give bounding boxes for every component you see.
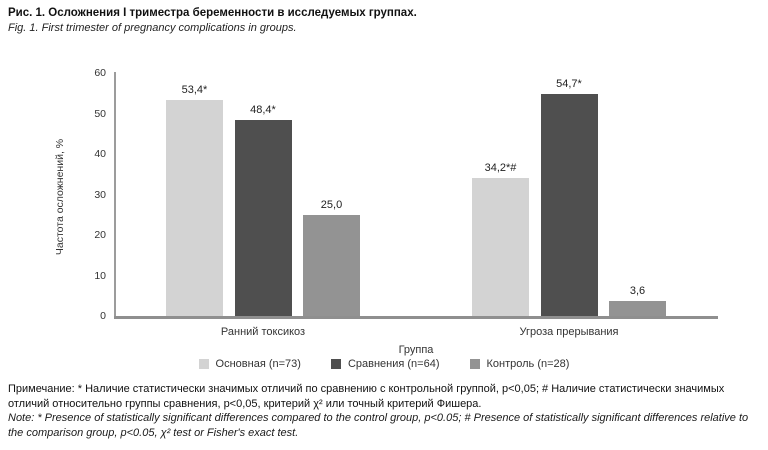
y-tick-label: 10 <box>94 269 106 282</box>
legend-item-2: Сравнения (n=64) <box>330 358 440 370</box>
y-axis-title: Частота осложнений, % <box>54 138 66 256</box>
bar-series2-group2: 54,7* <box>540 78 598 316</box>
bar-series2-group1: 48,4* <box>234 104 292 316</box>
figure-notes: Примечание: * Наличие статистически знач… <box>8 382 762 440</box>
bar-group-1: 53,4* 48,4* 25,0 <box>166 73 360 316</box>
y-tick-label: 50 <box>94 107 106 120</box>
y-tick-label: 0 <box>100 310 106 322</box>
y-tick-label: 40 <box>94 148 106 160</box>
bar-value-label: 54,7* <box>556 78 582 91</box>
legend-swatch <box>198 359 209 369</box>
y-tick-label: 20 <box>94 229 106 241</box>
bar-value-label: 34,2*# <box>484 161 517 174</box>
note-russian: Примечание: * Наличие статистически знач… <box>8 383 725 410</box>
x-category-label: Ранний токсикоз <box>220 326 306 338</box>
note-english: Note: * Presence of statistically signif… <box>8 412 749 439</box>
y-axis-ticks: 0 10 20 30 40 50 60 <box>70 0 106 330</box>
bar-value-label: 53,4* <box>181 83 208 96</box>
bar-value-label: 3,6 <box>629 285 646 298</box>
bar-series1-group1: 53,4* <box>166 84 223 316</box>
x-axis-line <box>114 316 718 319</box>
figure-title-en: Fig. 1. First trimester of pregnancy com… <box>8 22 297 34</box>
y-tick-label: 60 <box>94 67 106 79</box>
x-axis-title: Группа <box>398 344 434 356</box>
bar-series1-group2: 34,2*# <box>472 162 529 316</box>
y-axis-line <box>114 72 116 317</box>
legend-item-1: Основная (n=73) <box>198 358 301 370</box>
bar-series3-group1: 25,0 <box>303 199 360 316</box>
bar-series3-group2: 3,6 <box>609 285 666 316</box>
bar-group-2: 34,2*# 54,7* 3,6 <box>472 73 666 316</box>
bar-value-label: 25,0 <box>320 198 343 211</box>
legend-label: Основная (n=73) <box>215 358 301 370</box>
x-category-label: Угроза прерывания <box>519 326 619 338</box>
legend-swatch <box>469 359 480 369</box>
legend-swatch <box>330 359 341 369</box>
figure-title-ru: Рис. 1. Осложнения I триместра беременно… <box>8 7 417 19</box>
legend-label: Сравнения (n=64) <box>347 358 440 370</box>
y-tick-label: 30 <box>94 188 106 201</box>
legend-item-3: Контроль (n=28) <box>469 358 570 370</box>
bar-value-label: 48,4* <box>250 103 276 116</box>
legend-label: Контроль (n=28) <box>486 358 570 370</box>
legend: Основная (n=73) Сравнения (n=64) Контроль … <box>0 358 768 370</box>
